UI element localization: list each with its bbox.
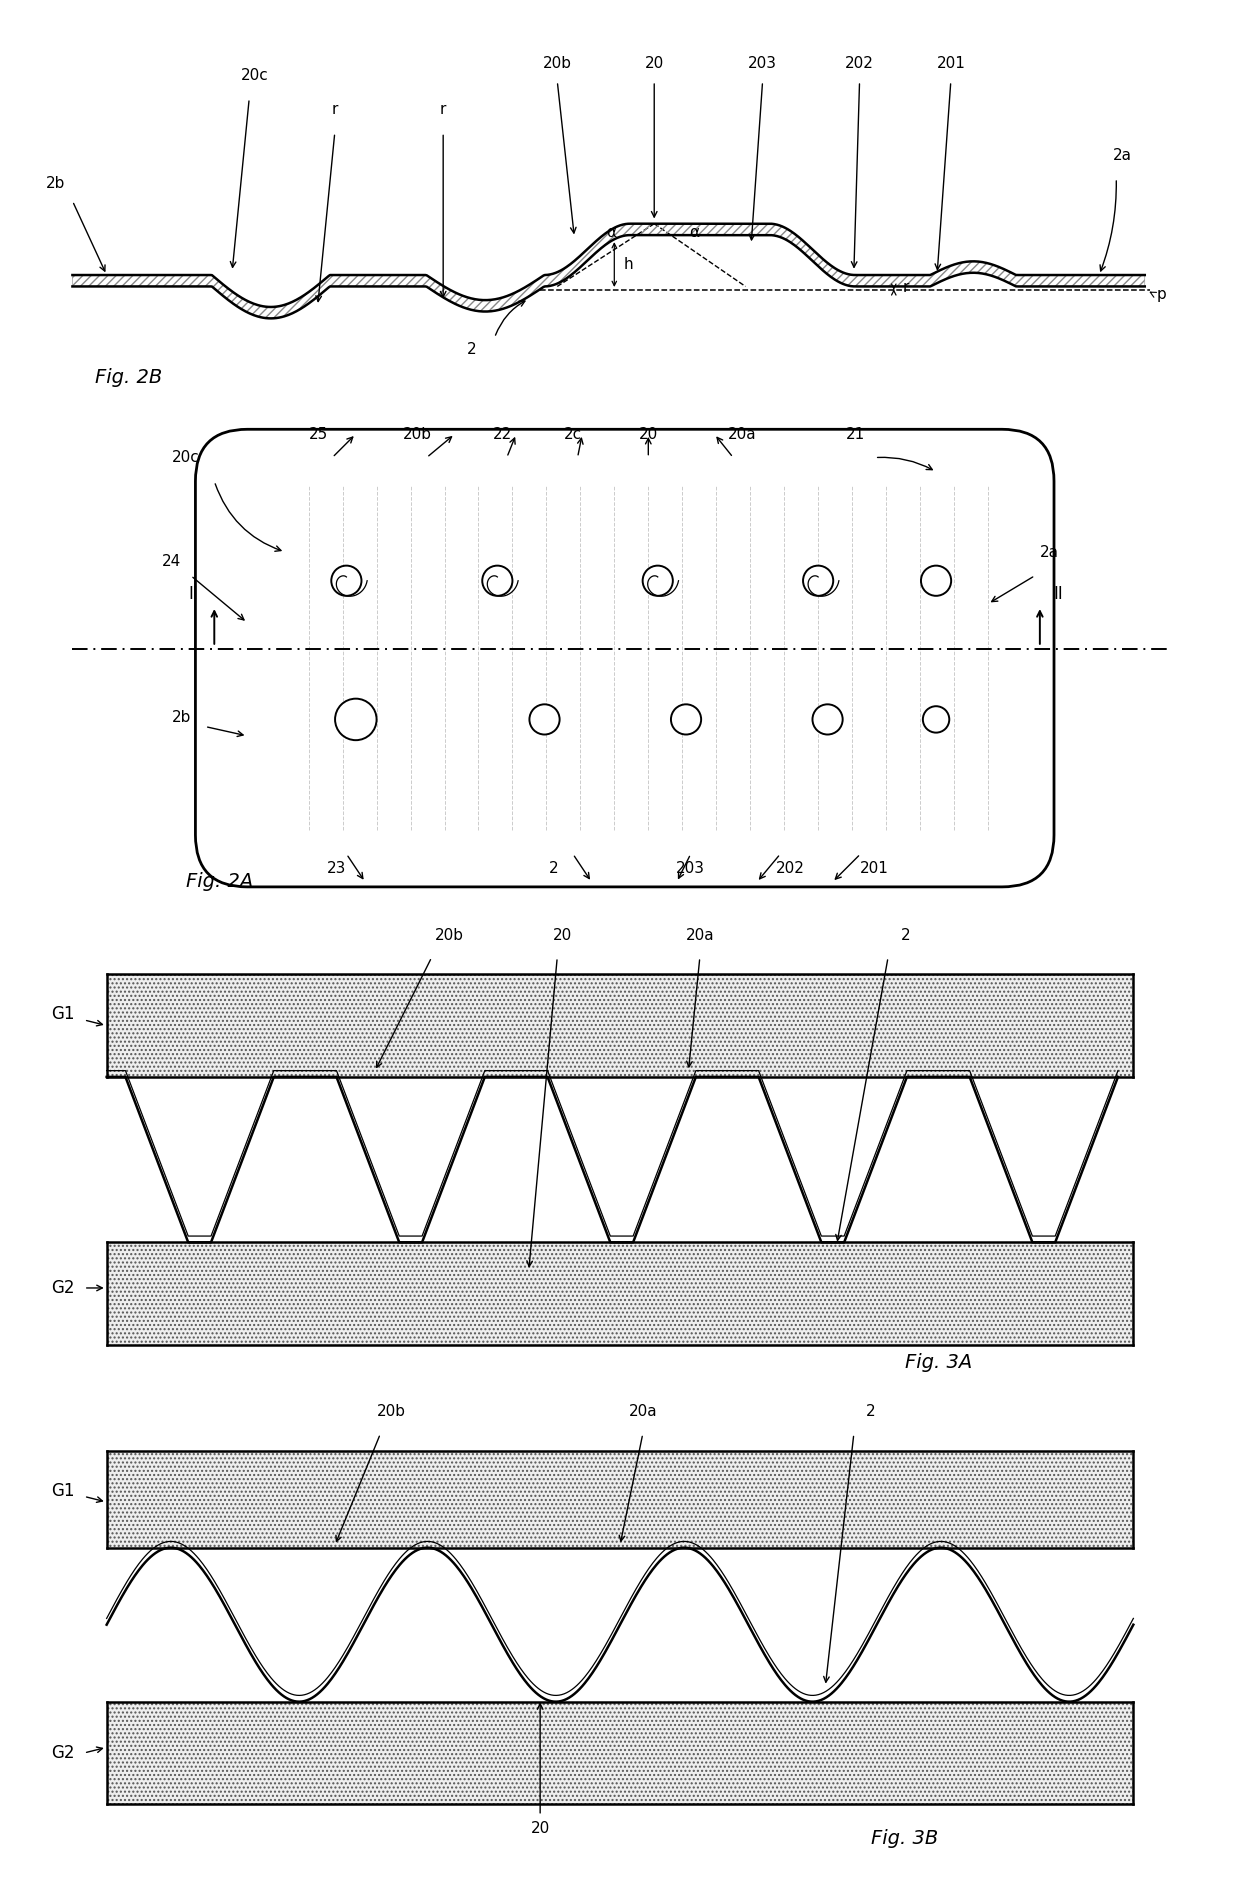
Text: Fig. 2B: Fig. 2B — [95, 368, 162, 387]
Circle shape — [921, 566, 951, 596]
Text: 201: 201 — [936, 57, 965, 72]
Circle shape — [671, 704, 701, 734]
Text: 2: 2 — [900, 928, 910, 944]
Text: α: α — [689, 225, 699, 240]
Text: 20: 20 — [645, 57, 663, 72]
Text: 202: 202 — [775, 860, 805, 876]
Circle shape — [331, 566, 362, 596]
Text: 2a: 2a — [1040, 545, 1059, 560]
Text: 2c: 2c — [564, 426, 582, 442]
Text: Fig. 3B: Fig. 3B — [870, 1829, 939, 1847]
Text: 201: 201 — [861, 860, 889, 876]
Text: 20b: 20b — [543, 57, 572, 72]
Text: 2b: 2b — [46, 175, 64, 191]
Text: 202: 202 — [846, 57, 874, 72]
Circle shape — [529, 704, 559, 734]
Circle shape — [923, 706, 950, 732]
Text: p: p — [1157, 287, 1167, 302]
Text: 20c: 20c — [241, 68, 269, 83]
Circle shape — [335, 698, 377, 740]
Text: II: II — [1054, 585, 1064, 604]
Text: Fig. 2A: Fig. 2A — [186, 872, 253, 891]
Text: 22: 22 — [492, 426, 512, 442]
Text: α: α — [606, 225, 616, 240]
Text: 2b: 2b — [171, 710, 191, 725]
Circle shape — [804, 566, 833, 596]
Text: h: h — [624, 257, 634, 272]
Text: 2: 2 — [867, 1404, 875, 1419]
Text: 20a: 20a — [629, 1404, 657, 1419]
Text: 23: 23 — [327, 860, 347, 876]
Text: 20a: 20a — [728, 426, 756, 442]
Text: 20b: 20b — [434, 928, 464, 944]
Circle shape — [812, 704, 843, 734]
Text: r: r — [903, 279, 909, 294]
Text: 2a: 2a — [1112, 147, 1131, 162]
Text: 20: 20 — [553, 928, 573, 944]
Text: 21: 21 — [846, 426, 866, 442]
Text: 203: 203 — [676, 860, 706, 876]
Text: 20a: 20a — [686, 928, 714, 944]
Text: 20c: 20c — [172, 451, 200, 466]
Text: G1: G1 — [52, 1481, 76, 1500]
FancyBboxPatch shape — [196, 428, 1054, 887]
Text: 20b: 20b — [377, 1404, 407, 1419]
Text: 20: 20 — [531, 1821, 549, 1836]
Text: G1: G1 — [52, 1006, 76, 1023]
Text: G2: G2 — [52, 1279, 76, 1296]
Text: 203: 203 — [748, 57, 777, 72]
Text: 2: 2 — [549, 860, 559, 876]
Text: 20: 20 — [639, 426, 658, 442]
Text: r: r — [331, 102, 339, 117]
Circle shape — [642, 566, 673, 596]
Text: 2: 2 — [467, 342, 476, 357]
Text: Fig. 3A: Fig. 3A — [905, 1353, 972, 1372]
Circle shape — [482, 566, 512, 596]
Text: 24: 24 — [162, 555, 181, 570]
Text: II: II — [188, 585, 198, 604]
Text: r: r — [440, 102, 446, 117]
Text: 20b: 20b — [403, 426, 432, 442]
Text: G2: G2 — [52, 1744, 76, 1762]
Text: 25: 25 — [309, 426, 327, 442]
